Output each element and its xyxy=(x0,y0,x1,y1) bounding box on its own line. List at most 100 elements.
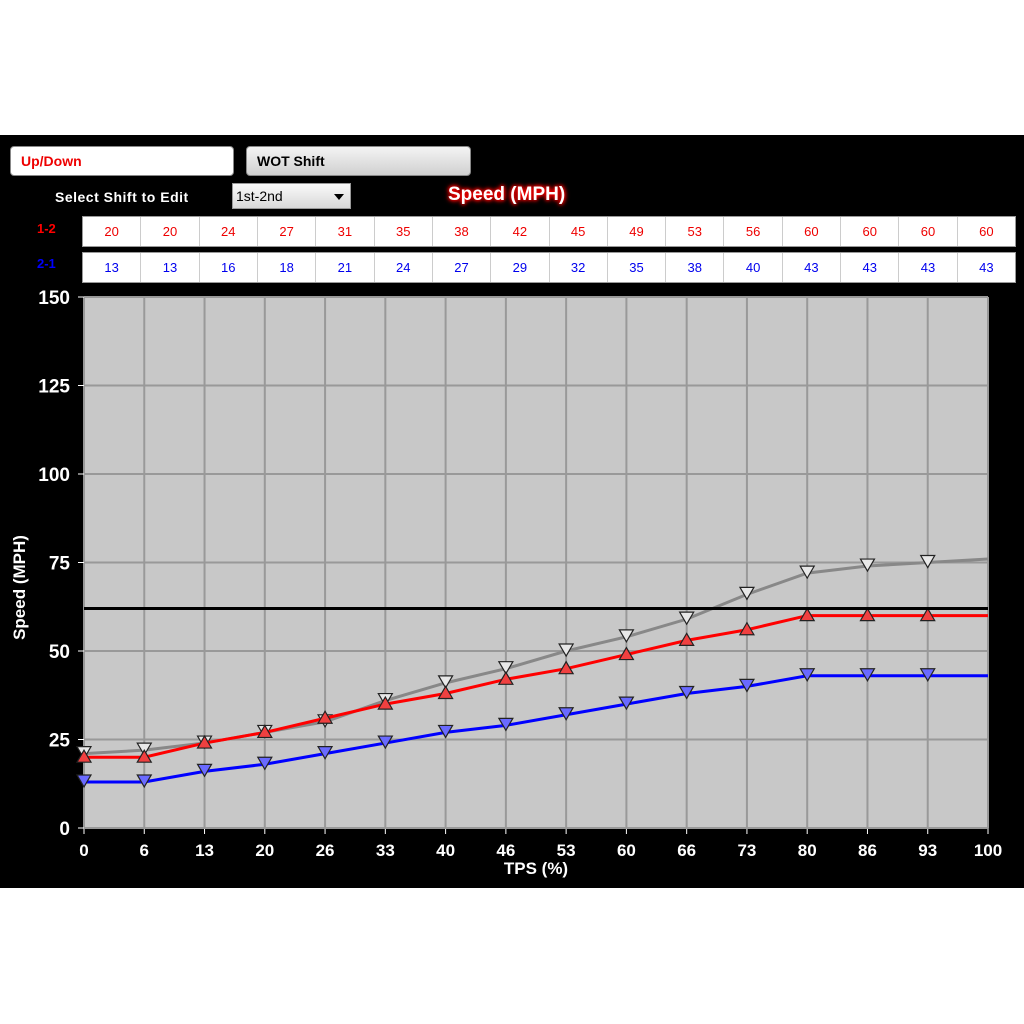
table-cell[interactable]: 18 xyxy=(258,253,317,282)
data-point xyxy=(618,646,635,661)
data-point xyxy=(256,756,273,771)
data-point xyxy=(678,611,695,626)
table-cell[interactable]: 60 xyxy=(841,217,900,246)
x-tick-label: 93 xyxy=(918,841,937,860)
table-cell[interactable]: 35 xyxy=(375,217,433,246)
data-point xyxy=(859,607,876,622)
table-cell[interactable]: 38 xyxy=(666,253,725,282)
x-tick-label: 66 xyxy=(677,841,696,860)
row-label-2-1: 2-1 xyxy=(37,256,56,271)
x-tick-label: 13 xyxy=(195,841,214,860)
data-point xyxy=(317,710,334,724)
table-cell[interactable]: 24 xyxy=(200,217,258,246)
table-cell[interactable]: 21 xyxy=(316,253,375,282)
shift-select-value: 1st-2nd xyxy=(236,188,283,204)
data-point xyxy=(558,660,575,675)
x-axis-label: TPS (%) xyxy=(504,859,568,878)
y-tick-label: 50 xyxy=(49,642,70,663)
table-cell[interactable]: 42 xyxy=(491,217,550,246)
y-tick-label: 125 xyxy=(38,377,70,398)
x-tick-label: 33 xyxy=(376,841,395,860)
table-cell[interactable]: 53 xyxy=(666,217,725,246)
data-point xyxy=(136,774,153,789)
data-point xyxy=(738,586,755,601)
table-cell[interactable]: 43 xyxy=(899,253,958,282)
table-cell[interactable]: 43 xyxy=(841,253,900,282)
table-cell[interactable]: 20 xyxy=(83,217,142,246)
table-cell[interactable]: 43 xyxy=(979,260,994,275)
data-point xyxy=(558,643,575,658)
table-cell[interactable]: 31 xyxy=(316,217,375,246)
data-point xyxy=(497,717,514,732)
table-cell[interactable]: 45 xyxy=(550,217,608,246)
data-point xyxy=(497,671,514,685)
series-line xyxy=(84,614,988,759)
table-title: Speed (MPH) xyxy=(448,184,566,205)
x-tick-label: 73 xyxy=(737,841,756,860)
table-cell[interactable]: 49 xyxy=(608,217,667,246)
data-point xyxy=(919,607,936,622)
data-point xyxy=(799,565,816,580)
y-tick-label: 75 xyxy=(49,554,71,575)
table-cell[interactable]: 20 xyxy=(141,217,200,246)
table-cell[interactable]: 24 xyxy=(375,253,433,282)
table-cell[interactable]: 60 xyxy=(783,217,842,246)
table-cell[interactable]: 27 xyxy=(433,253,492,282)
table-cell[interactable]: 56 xyxy=(724,217,783,246)
data-point xyxy=(618,696,635,711)
table-cell[interactable]: 60 xyxy=(979,224,994,239)
y-tick-label: 150 xyxy=(38,288,70,309)
data-point xyxy=(196,734,213,749)
tab-wot-shift[interactable]: WOT Shift xyxy=(246,146,471,176)
table-cell[interactable]: 16 xyxy=(200,253,258,282)
x-tick-label: 46 xyxy=(496,841,515,860)
x-tick-label: 20 xyxy=(255,841,274,860)
data-point xyxy=(738,678,755,693)
shift-select-dropdown[interactable]: 1st-2nd xyxy=(232,183,351,209)
data-point xyxy=(497,661,514,675)
data-point xyxy=(919,668,936,682)
upshift-row: 20 20 24 27 31 35 38 42 45 49 53 56 60 60 60 60 xyxy=(82,216,1016,247)
table-cell[interactable]: 35 xyxy=(608,253,667,282)
table-cell[interactable]: 13 xyxy=(83,253,142,282)
x-tick-label: 80 xyxy=(798,841,817,860)
x-tick-label: 86 xyxy=(858,841,877,860)
table-cell[interactable]: 43 xyxy=(783,253,842,282)
data-point xyxy=(377,695,394,710)
data-point xyxy=(799,668,816,682)
downshift-row: 13 13 16 18 21 24 27 29 32 35 38 40 43 43 43 43 xyxy=(82,252,1016,283)
x-tick-label: 40 xyxy=(436,841,455,860)
data-point xyxy=(859,668,876,682)
table-cell[interactable]: 32 xyxy=(550,253,608,282)
x-tick-label: 60 xyxy=(617,841,636,860)
data-point xyxy=(678,685,695,700)
table-cell[interactable]: 60 xyxy=(899,217,958,246)
select-shift-label: Select Shift to Edit xyxy=(55,189,189,205)
table-cell[interactable]: 29 xyxy=(491,253,550,282)
x-tick-label: 26 xyxy=(316,841,335,860)
x-tick-label: 53 xyxy=(557,841,576,860)
y-tick-label: 100 xyxy=(38,465,70,486)
table-cell[interactable]: 40 xyxy=(724,253,783,282)
table-cell[interactable]: 38 xyxy=(433,217,492,246)
y-axis-label: Speed (MPH) xyxy=(10,535,29,640)
data-point xyxy=(678,632,695,646)
data-point xyxy=(859,558,876,573)
data-point xyxy=(738,621,755,636)
y-tick-label: 25 xyxy=(49,731,71,752)
data-point xyxy=(618,629,635,644)
data-point xyxy=(377,735,394,750)
table-cell[interactable]: 27 xyxy=(258,217,317,246)
data-point xyxy=(437,724,454,739)
data-point xyxy=(317,746,334,760)
y-tick-label: 0 xyxy=(59,819,70,840)
x-tick-label: 0 xyxy=(79,841,88,860)
chevron-down-icon xyxy=(334,194,344,200)
data-point xyxy=(75,774,93,789)
x-tick-label: 6 xyxy=(140,841,149,860)
data-point xyxy=(919,554,936,569)
tab-up-down[interactable]: Up/Down xyxy=(10,146,234,176)
data-point xyxy=(75,749,93,763)
row-label-1-2: 1-2 xyxy=(37,221,56,236)
table-cell[interactable]: 13 xyxy=(141,253,200,282)
